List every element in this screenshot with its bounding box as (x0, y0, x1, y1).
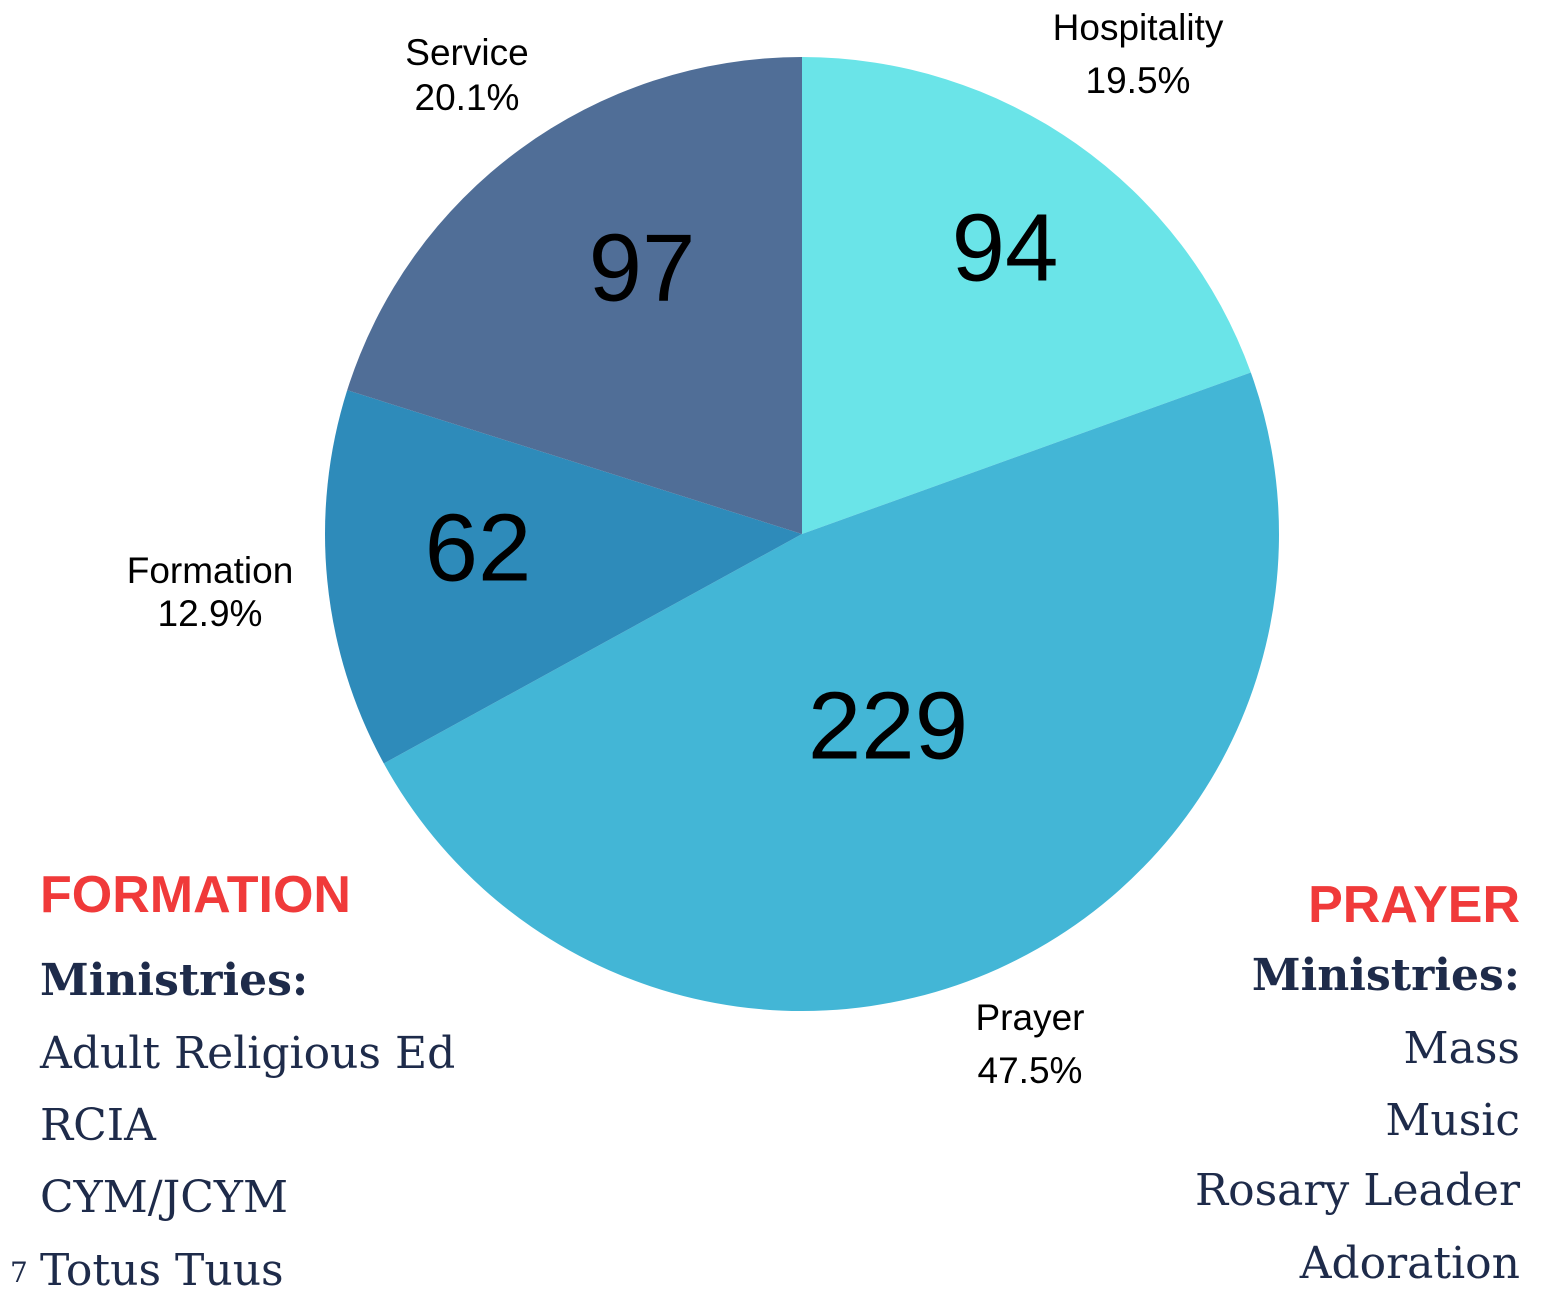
value-label: 229 (808, 672, 968, 779)
value-label: 94 (952, 194, 1059, 301)
panel-item: RCIA (40, 1100, 157, 1151)
pie-slice (325, 390, 802, 764)
slice-percentage: 12.9% (158, 593, 263, 634)
panel-item: Music (1385, 1095, 1520, 1146)
panel-item: Adoration (1299, 1238, 1520, 1289)
value-label: 62 (425, 494, 532, 601)
slice-name: Formation (127, 550, 294, 591)
panel-item: Mass (1404, 1023, 1520, 1074)
panel-subtitle: Ministries: (1252, 950, 1520, 1001)
pie-slice (802, 57, 1251, 534)
pie-slice (383, 372, 1279, 1011)
panel-item: Totus Tuus (40, 1245, 284, 1291)
slice-percentage: 20.1% (415, 77, 520, 118)
panel-item: Rosary Leader (1195, 1165, 1521, 1216)
slice-name: Hospitality (1053, 7, 1224, 48)
slice-name: Service (405, 32, 528, 73)
slice-percentage: 47.5% (978, 1050, 1083, 1091)
slice-name: Prayer (976, 997, 1085, 1038)
panel-title: FORMATION (40, 866, 351, 924)
panel-title: PRAYER (1308, 876, 1520, 934)
page-number: 7 (10, 1256, 28, 1289)
panel-item: CYM/JCYM (40, 1172, 288, 1223)
panel-subtitle: Ministries: (40, 955, 308, 1006)
panel-item: Adult Religious Ed (39, 1028, 455, 1079)
value-label: 97 (589, 214, 696, 321)
slice-percentage: 19.5% (1086, 60, 1191, 101)
pie-slice (347, 56, 802, 535)
